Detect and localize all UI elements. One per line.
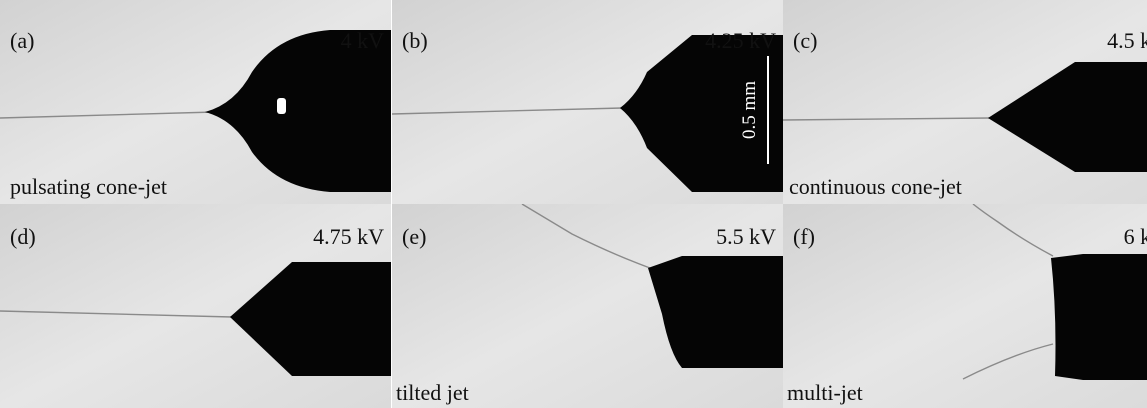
voltage: 4.25 kV <box>705 28 776 53</box>
panel-label: (d) <box>10 224 36 249</box>
needle <box>1051 254 1147 380</box>
panel: (c) 4.5 kV continuous cone-jet <box>783 0 1147 204</box>
caption: pulsating cone-jet <box>10 174 167 199</box>
panel-label: (e) <box>402 224 426 249</box>
caption: continuous cone-jet <box>789 174 962 199</box>
panel: (a) 4 kV pulsating cone-jet <box>0 0 391 204</box>
panel-label: (a) <box>10 28 34 53</box>
scale-bar-label: 0.5 mm <box>739 81 760 139</box>
panel-label: (f) <box>793 224 815 249</box>
panel: (f) 6 kV multi-jet <box>783 204 1147 408</box>
panel: (d) 4.75 kV <box>0 204 391 408</box>
voltage: 6 kV <box>1124 224 1147 249</box>
panel: 0.5 mm (b) 4.25 kV <box>392 0 783 204</box>
highlight <box>277 98 286 114</box>
panel: (e) 5.5 kV tilted jet <box>392 204 783 408</box>
voltage: 4.75 kV <box>313 224 384 249</box>
panel-label: (b) <box>402 28 428 53</box>
figure: (a) 4 kV pulsating cone-jet 0.5 mm (b) 4… <box>0 0 1147 408</box>
caption: multi-jet <box>787 380 863 405</box>
voltage: 5.5 kV <box>716 224 776 249</box>
voltage: 4.5 kV <box>1107 28 1147 53</box>
voltage: 4 kV <box>341 28 385 53</box>
caption: tilted jet <box>396 380 469 405</box>
panel-label: (c) <box>793 28 817 53</box>
